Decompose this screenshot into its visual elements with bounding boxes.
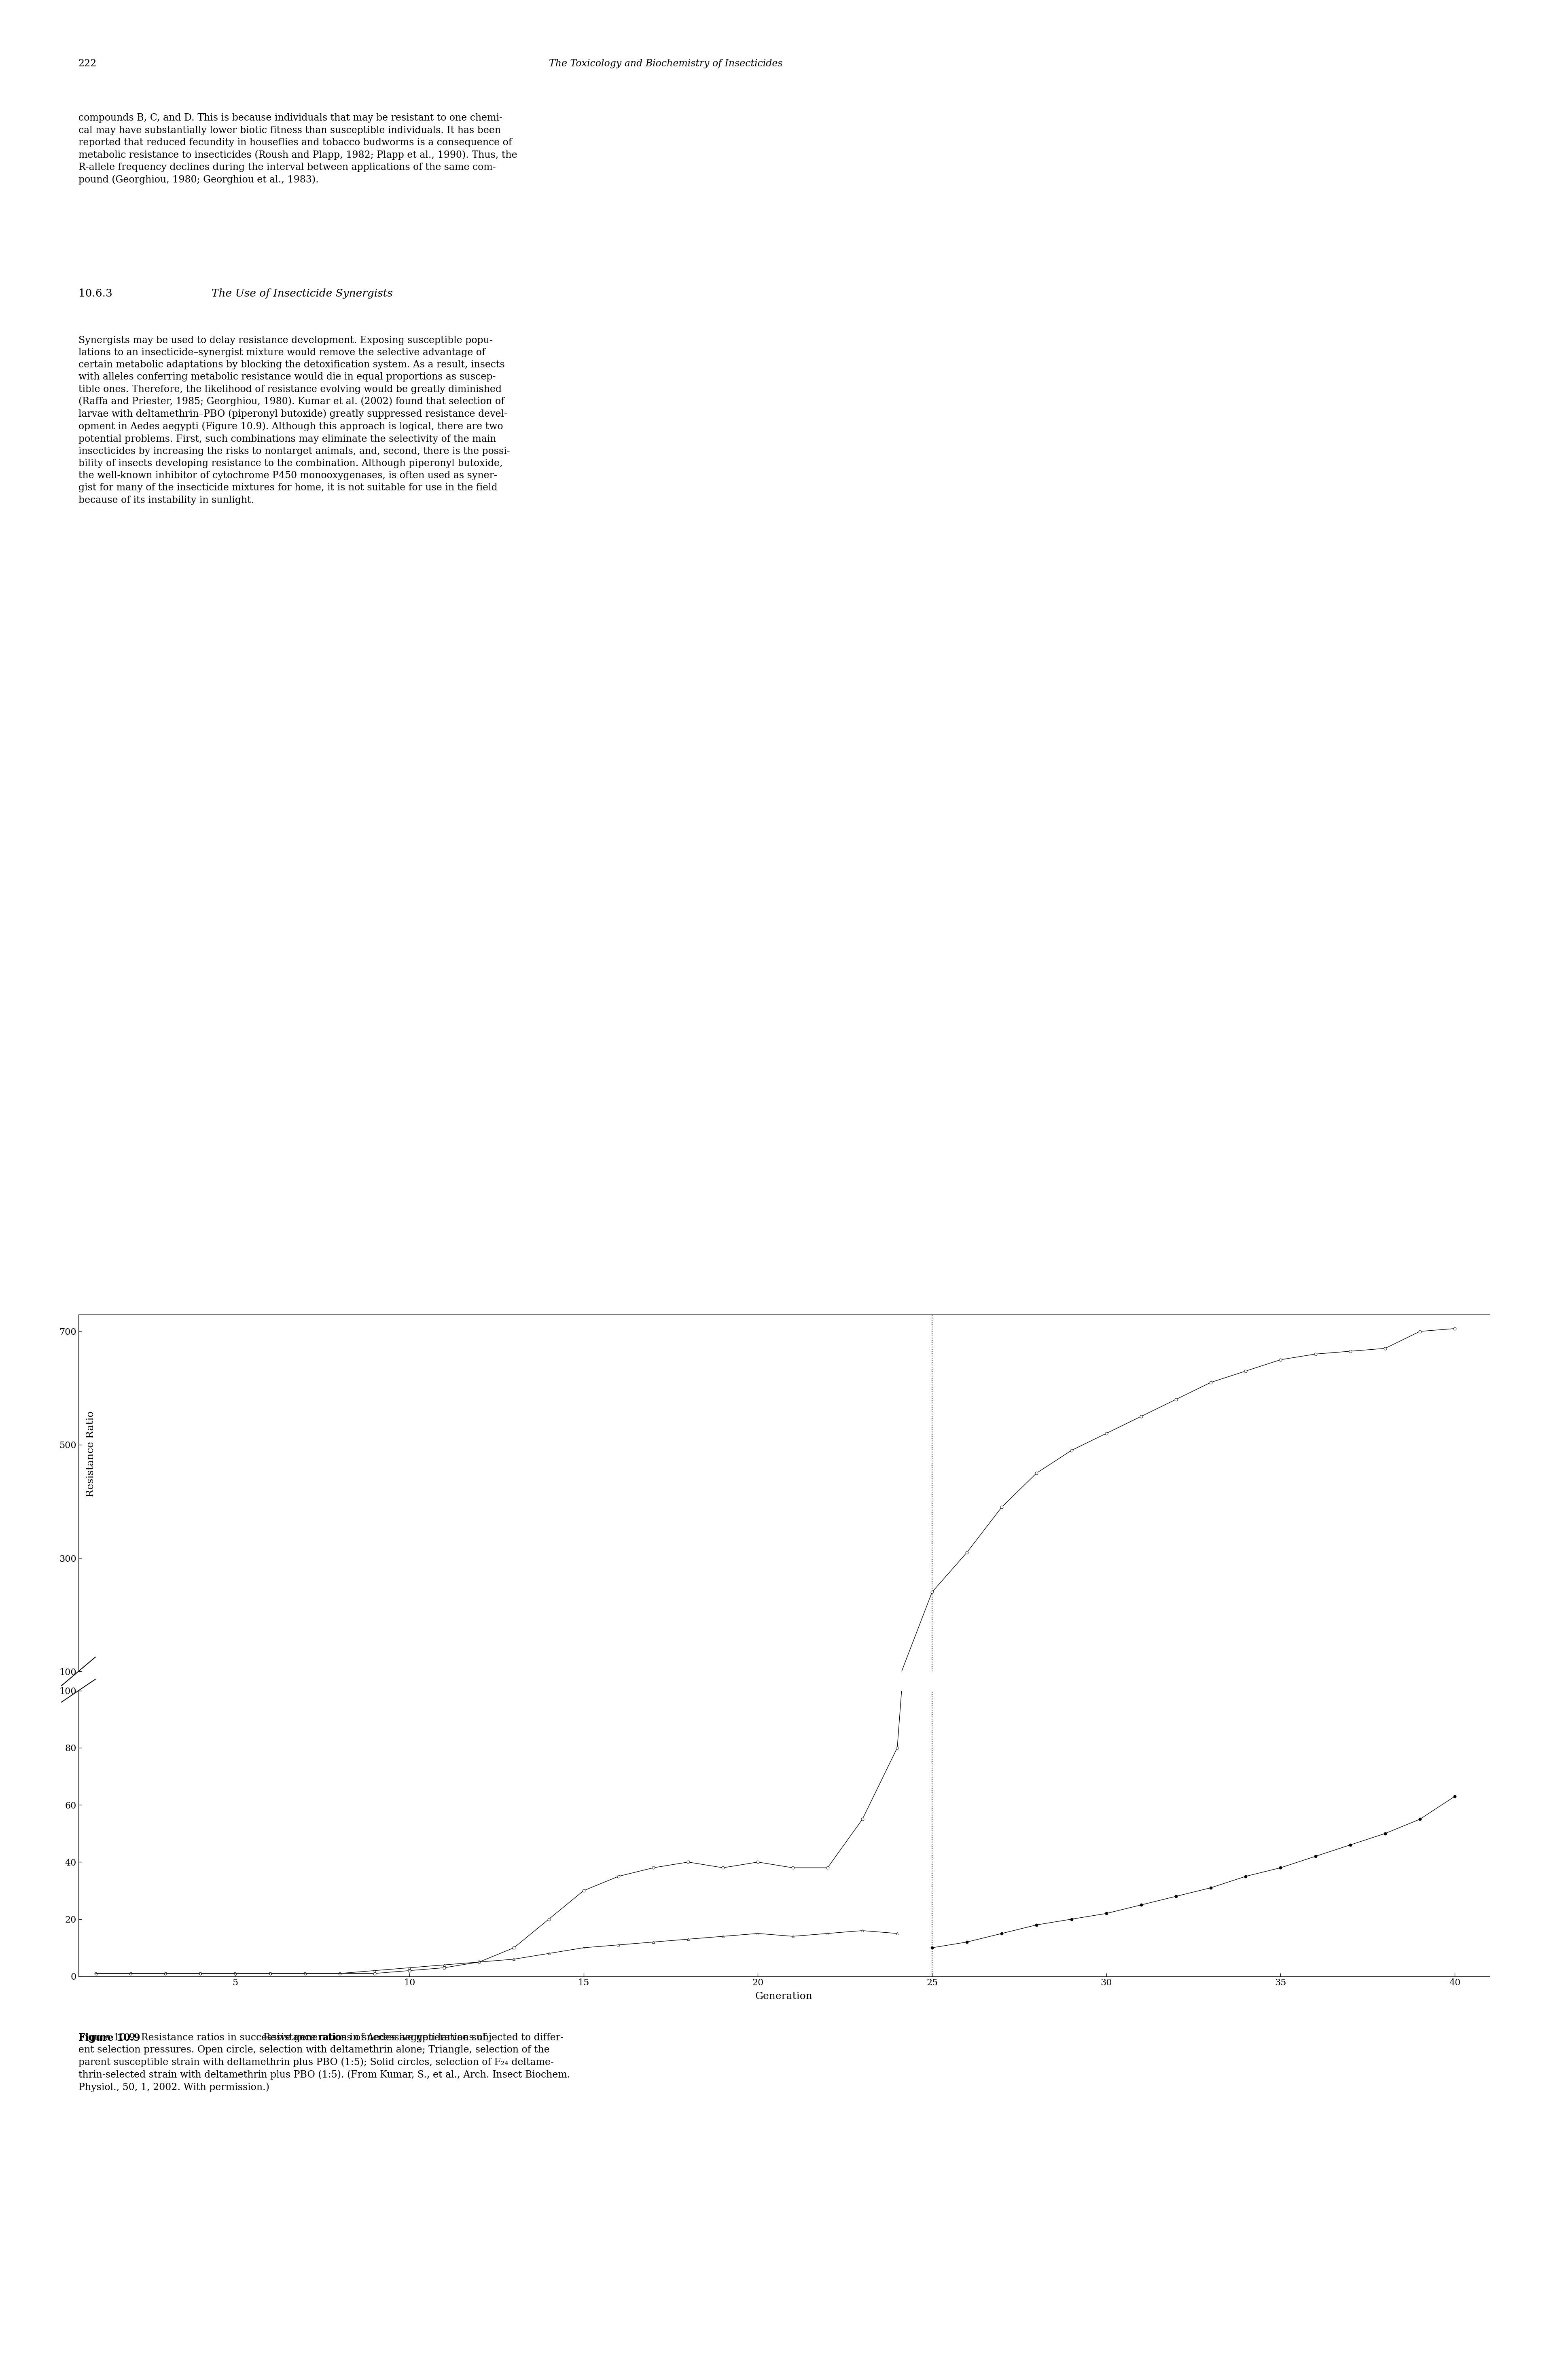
Text: Synergists may be used to delay resistance development. Exposing susceptible pop: Synergists may be used to delay resistan…	[78, 336, 510, 506]
Text: compounds B, C, and D. This is because individuals that may be resistant to one : compounds B, C, and D. This is because i…	[78, 113, 517, 184]
X-axis label: Generation: Generation	[756, 1990, 812, 2000]
Text: Figure 10.9: Figure 10.9	[78, 2033, 147, 2042]
Text: The Toxicology and Biochemistry of Insecticides: The Toxicology and Biochemistry of Insec…	[549, 59, 782, 69]
Text: The Use of Insecticide Synergists: The Use of Insecticide Synergists	[212, 288, 394, 298]
Text: Resistance ratios in successive generations of: Resistance ratios in successive generati…	[263, 2033, 489, 2042]
Text: Figure 10.9  Resistance ratios in successive generations of Aedes aegypti larvae: Figure 10.9 Resistance ratios in success…	[78, 2033, 571, 2092]
Text: 222: 222	[78, 59, 97, 69]
Text: Resistance Ratio: Resistance Ratio	[86, 1411, 96, 1496]
Text: 10.6.3: 10.6.3	[78, 288, 122, 298]
